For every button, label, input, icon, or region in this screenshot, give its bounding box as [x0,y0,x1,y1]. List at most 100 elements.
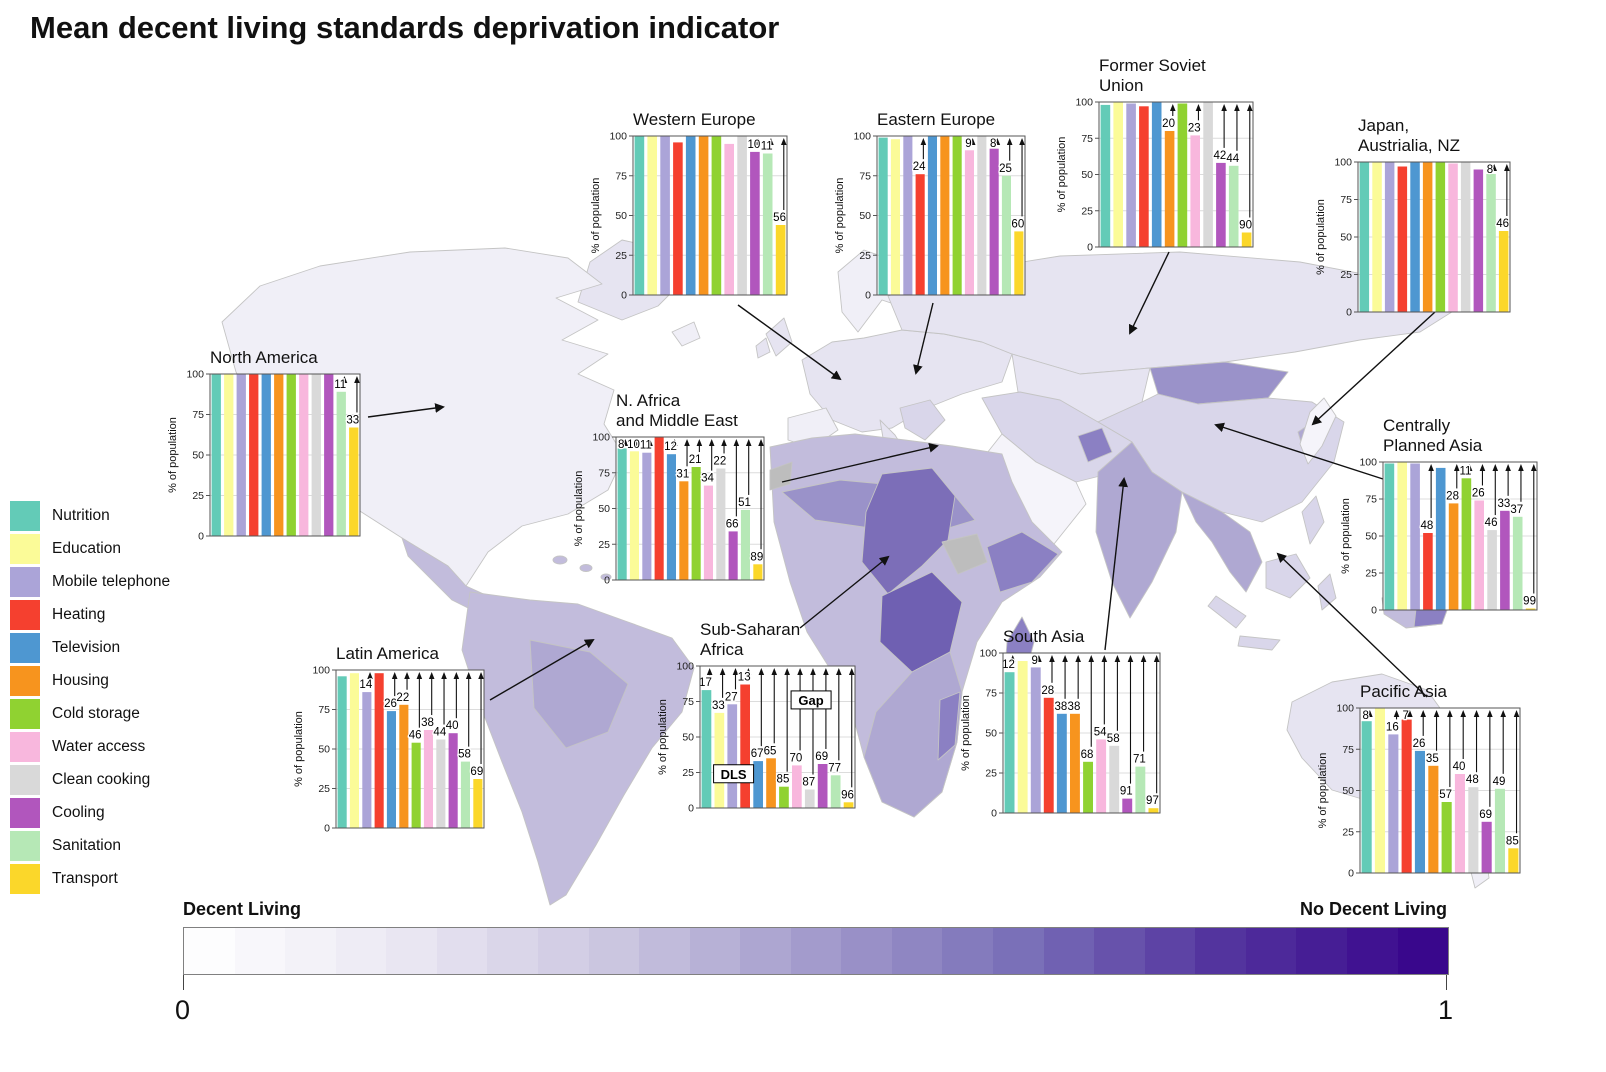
bar-nutrition [1361,721,1372,873]
y-tick-label: 25 [1340,269,1352,281]
bar-heating [740,684,750,808]
bar-cold-storage [1435,162,1446,312]
legend-label: Clean cooking [52,771,151,788]
gap-value-cooling: 69 [1479,809,1492,821]
gap-value-sanitation: 37 [1510,504,1523,516]
y-tick-label: 50 [1340,232,1352,244]
legend-label: Cold storage [52,705,140,722]
bar-cold-storage [411,742,421,828]
bar-sanitation [1001,175,1011,296]
bar-transport [775,225,786,295]
legend-item: Education [10,534,170,564]
gap-value-cooling: 66 [726,518,739,530]
legend-label: Cooling [52,804,105,821]
gap-value-cooling: 8 [990,138,996,150]
bar-cooling [1500,510,1510,610]
housing-swatch [10,666,40,696]
bar-cooling [448,733,458,828]
gap-value-water-access: 26 [1472,487,1485,499]
gap-value-heating: 13 [738,671,751,683]
gap-value-water-access: 34 [701,473,714,485]
gap-value-cooling: 91 [1120,786,1133,798]
y-tick-label: 50 [1342,785,1354,797]
y-tick-label: 75 [192,409,204,421]
gap-value-clean-cooking: 22 [713,455,726,467]
bar-clean-cooking [1109,745,1120,813]
bar-television [1151,102,1162,247]
gap-value-television: 26 [384,698,397,710]
legend-label: Transport [52,870,118,887]
bar-housing [698,136,709,295]
cold-storage-swatch [10,699,40,729]
gap-value-water-access: 40 [1453,761,1466,773]
bar-education [224,374,234,536]
gap-value-transport: 90 [1239,220,1252,232]
gap-value-transport: 56 [773,212,786,224]
legend-label: Nutrition [52,507,110,524]
y-tick-label: 0 [198,531,204,543]
y-tick-label: 100 [979,649,997,660]
region-chart-n-africa-middle-east: N. Africa and Middle East 8 10 11 12 31 21 34 22 6… [570,391,767,588]
bar-water-access [1474,500,1484,610]
y-axis-label: % of population [1317,753,1329,829]
y-tick-label: 100 [1359,458,1377,469]
bar-nutrition [1004,672,1015,813]
bar-transport [1508,848,1519,874]
bar-housing [940,136,950,295]
bar-cooling [324,374,334,536]
y-tick-label: 100 [186,370,204,381]
gap-value-heating: 28 [1041,685,1054,697]
bar-nutrition [1384,463,1395,610]
bar-nutrition [878,137,888,295]
bar-clean-cooking [1203,102,1213,247]
gap-value-cooling: 69 [815,751,828,763]
y-axis-label: % of population [1340,498,1352,574]
bar-housing [1422,162,1433,312]
region-chart-sub-saharan-africa: Sub-Saharan Africa 17 33 27 13 67 65 85 70 87 69 77 9… [654,620,858,816]
region-title: Centrally Planned Asia [1383,416,1483,455]
y-tick-label: 50 [1081,169,1093,181]
y-tick-label: 25 [1342,826,1354,838]
cooling-swatch [10,798,40,828]
bar-television [753,761,763,808]
bar-heating [1043,697,1054,813]
y-tick-label: 0 [865,290,871,302]
y-tick-label: 75 [1342,744,1354,756]
gap-value-housing: 38 [1068,701,1081,713]
bar-education [1017,661,1028,813]
bar-housing [1448,503,1459,610]
y-tick-label: 25 [682,767,694,779]
legend-label: Water access [52,738,146,755]
gap-value-sanitation: 51 [738,497,751,509]
y-axis-label: % of population [1315,199,1327,275]
mobile-telephone-swatch [10,567,40,597]
bar-housing [274,374,284,536]
gap-value-cold-storage: 21 [689,454,702,466]
gap-value-sanitation: 58 [458,749,471,761]
gap-value-transport: 46 [1496,218,1509,230]
indicator-legend: Nutrition Education Mobile telephone Hea… [10,501,170,897]
gap-value-cooling: 42 [1214,150,1227,162]
legend-item: Mobile telephone [10,567,170,597]
bar-cooling [1473,169,1484,312]
bar-heating [654,437,664,580]
bar-education [1397,462,1407,610]
y-tick-label: 75 [598,467,610,479]
region-chart-north-america: North America 11 33 0 25 50 75 100 % of populati… [164,348,363,544]
bar-television [1414,750,1425,873]
bar-clean-cooking [1460,162,1471,312]
bar-cooling [1216,162,1226,247]
bar-clean-cooking [311,374,321,536]
bar-housing [679,481,689,580]
legend-item: Cold storage [10,699,170,729]
gap-value-television: 38 [1054,701,1067,713]
legend-label: Education [52,540,121,557]
y-tick-label: 100 [609,132,627,143]
bar-television [927,136,937,295]
gap-value-water-access: 70 [789,752,802,764]
gap-value-housing: 65 [764,745,777,757]
bar-education [349,673,359,828]
legend-item: Television [10,633,170,663]
y-tick-label: 100 [1075,98,1093,109]
